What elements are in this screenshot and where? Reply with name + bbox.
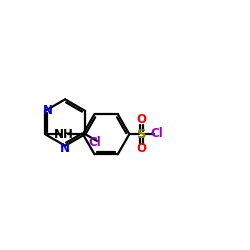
Text: N: N [42,104,52,117]
Text: O: O [136,142,146,155]
Text: Cl: Cl [150,127,163,140]
Text: N: N [60,142,70,156]
Text: Cl: Cl [88,136,101,148]
Text: S: S [137,128,146,141]
Text: NH: NH [54,128,74,141]
Text: O: O [136,113,146,126]
